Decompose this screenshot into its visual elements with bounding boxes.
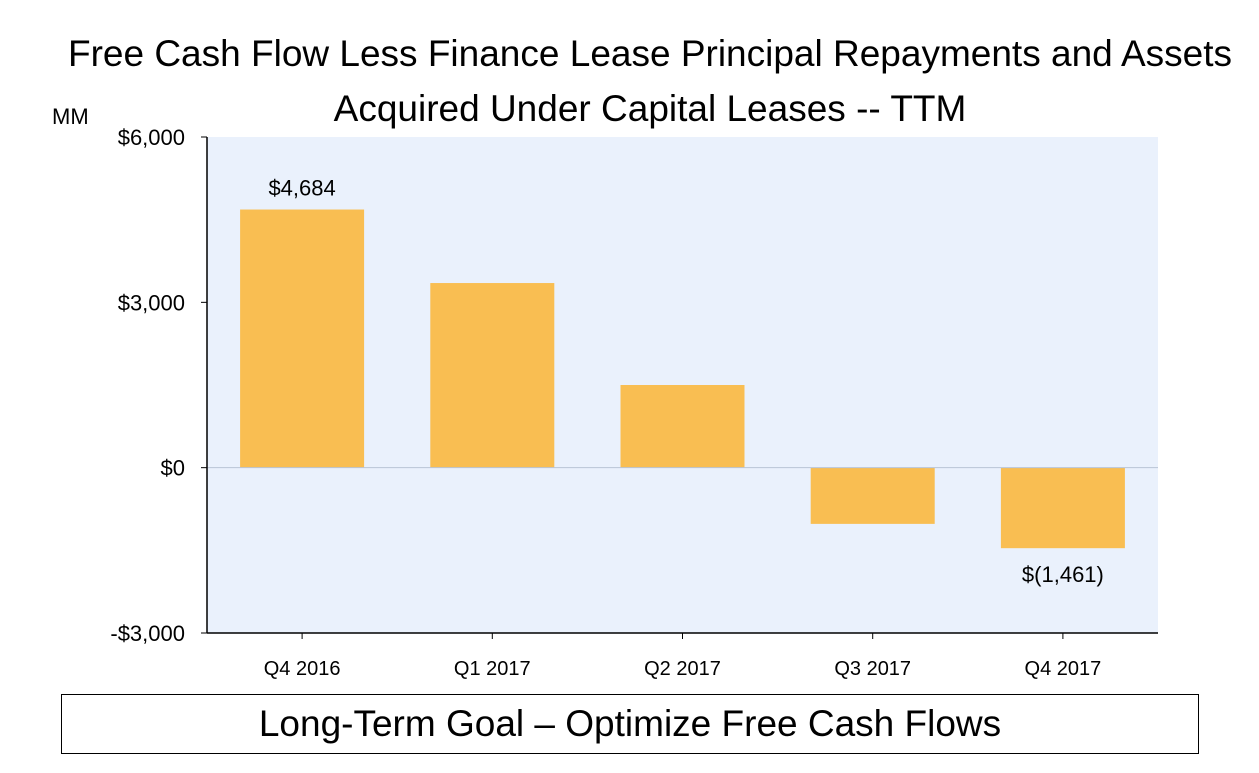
- x-tick-label-2: Q2 2017: [644, 658, 721, 680]
- bar-0: [240, 209, 365, 468]
- unit-label: MM: [52, 104, 89, 129]
- bar-2: [620, 385, 745, 468]
- y-tick-label-1: $3,000: [118, 290, 185, 315]
- x-tick-label-0: Q4 2016: [264, 658, 341, 680]
- x-tick-label-3: Q3 2017: [834, 658, 911, 680]
- x-tick-label-1: Q1 2017: [454, 658, 531, 680]
- bar-4: [1000, 467, 1125, 549]
- y-tick-label-0: $6,000: [118, 125, 185, 150]
- y-tick-label-3: -$3,000: [110, 621, 185, 646]
- chart-title: Free Cash Flow Less Finance Lease Princi…: [67, 33, 1233, 129]
- bar-chart: $4,684 Q4 2016 Q1 2017 Q2 2017 Q3 2017 $(1,46…: [110, 125, 1158, 680]
- bar-3: [810, 467, 935, 524]
- y-tick-label-2: $0: [161, 456, 185, 481]
- goal-text: Long-Term Goal – Optimize Free Cash Flow…: [258, 703, 1002, 744]
- data-label-4: $(1,461): [1022, 562, 1104, 587]
- goal-banner: Long-Term Goal – Optimize Free Cash Flow…: [61, 694, 1199, 754]
- x-tick-label-4: Q4 2017: [1025, 658, 1102, 680]
- bar-1: [430, 283, 555, 468]
- data-label-0: $4,684: [268, 176, 335, 201]
